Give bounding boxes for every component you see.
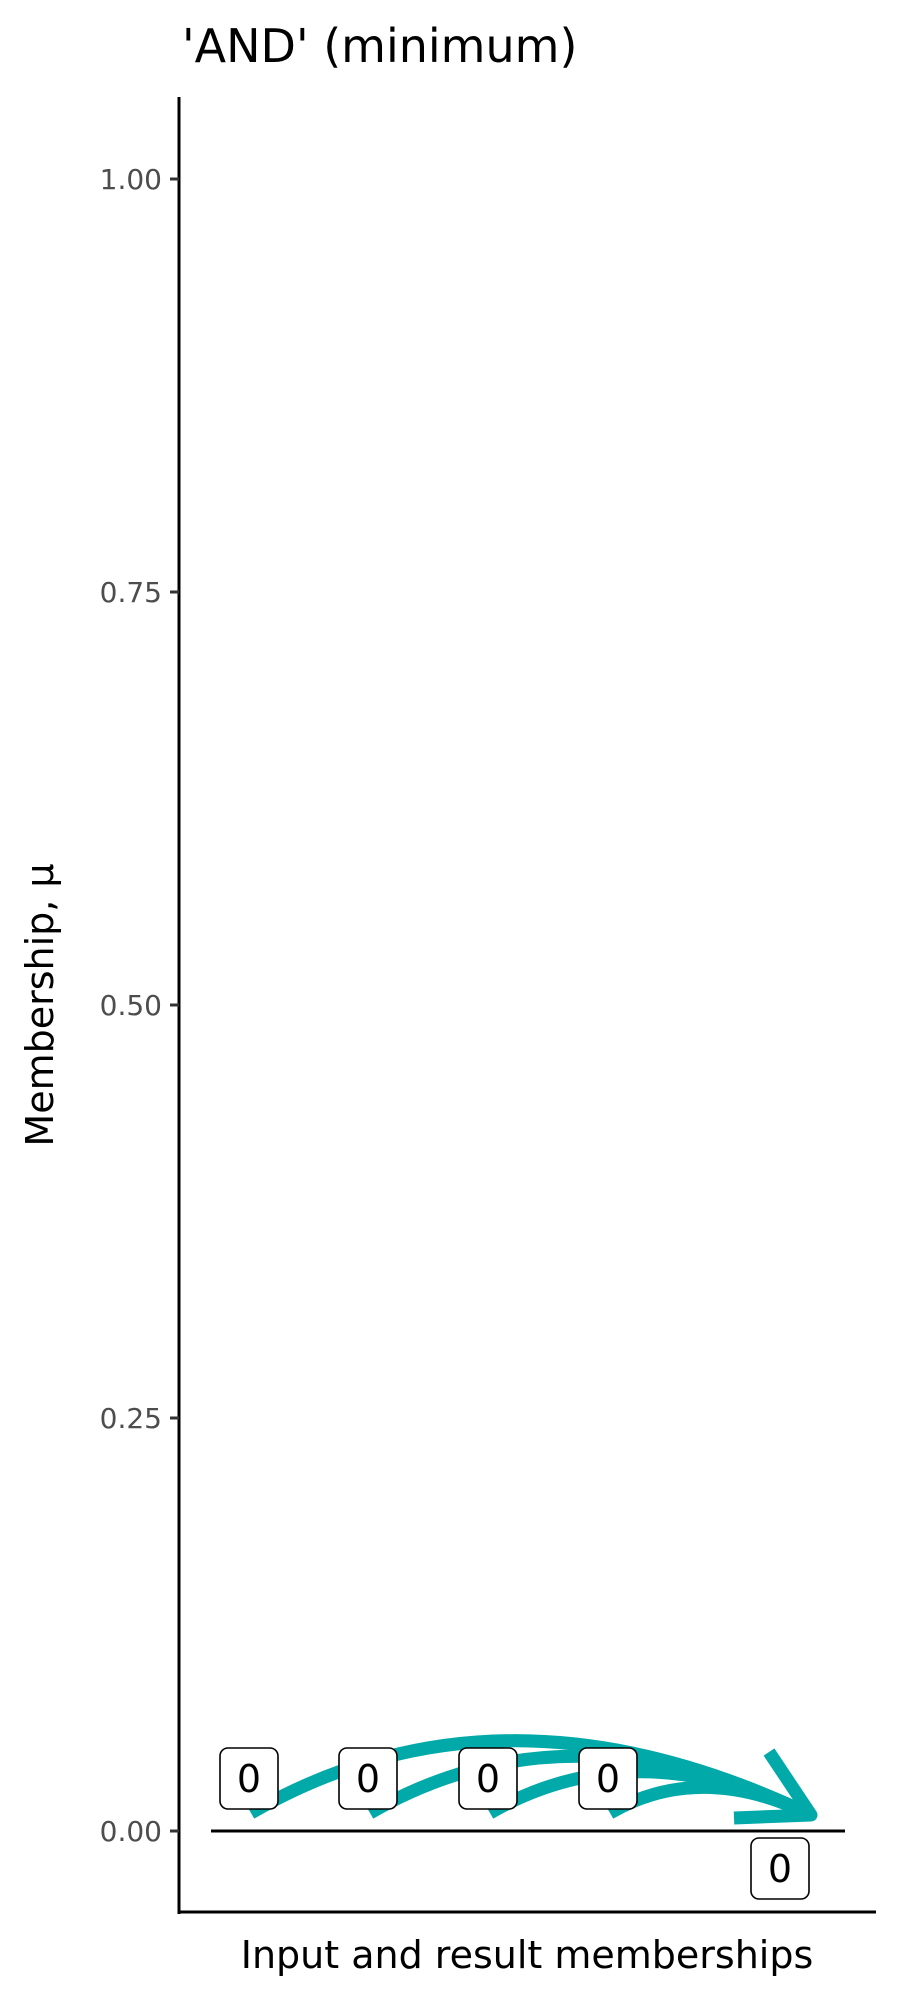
y-ticks: 0.00 0.25 0.50 0.75 1.00: [100, 163, 179, 1848]
y-tick-label: 0.50: [100, 989, 162, 1022]
arrows: [247, 1734, 818, 1825]
input-label: 0: [338, 1747, 398, 1810]
result-label: 0: [750, 1837, 810, 1900]
label-box: [338, 1747, 398, 1810]
y-axis-title: Membership, μ: [18, 863, 62, 1146]
label-text: 0: [356, 1757, 380, 1801]
x-axis-title: Input and result memberships: [241, 1933, 814, 1977]
input-label: 0: [219, 1747, 279, 1810]
label-box: [219, 1747, 279, 1810]
arrowhead: [733, 1748, 818, 1825]
y-tick-label: 0.25: [100, 1402, 162, 1435]
y-tick-label: 0.00: [100, 1815, 162, 1848]
label-box: [750, 1837, 810, 1900]
label-text: 0: [768, 1847, 792, 1891]
label-text: 0: [237, 1757, 261, 1801]
label-box: [458, 1747, 518, 1810]
y-tick-label: 1.00: [100, 163, 162, 196]
value-labels: 0 0 0 0 0: [219, 1747, 810, 1900]
label-text: 0: [476, 1757, 500, 1801]
y-tick-label: 0.75: [100, 576, 162, 609]
label-text: 0: [596, 1757, 620, 1801]
input-label: 0: [458, 1747, 518, 1810]
label-box: [578, 1747, 638, 1810]
chart-title: 'AND' (minimum): [182, 19, 577, 73]
input-label: 0: [578, 1747, 638, 1810]
